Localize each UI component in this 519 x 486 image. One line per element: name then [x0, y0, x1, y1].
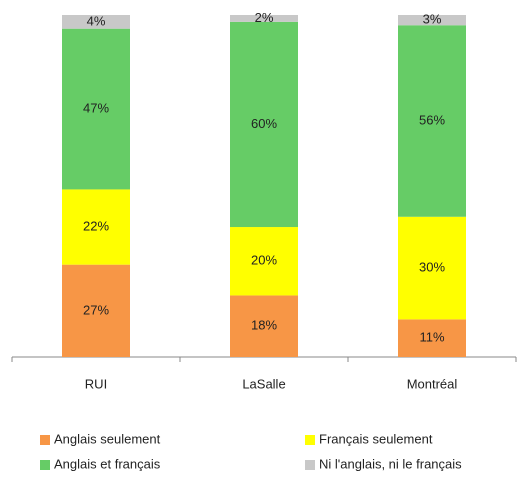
data-label: 20% — [251, 253, 277, 268]
bar-segment — [230, 21, 298, 228]
legend-swatch — [40, 435, 50, 445]
bar-segment — [230, 227, 298, 296]
data-label: 56% — [419, 112, 445, 127]
data-label: 30% — [419, 260, 445, 275]
bar-segment — [230, 295, 298, 357]
data-label: 4% — [87, 13, 106, 28]
data-label: 3% — [423, 12, 442, 27]
bar-segment — [62, 189, 130, 265]
bar-segment — [398, 25, 466, 217]
bar-segment — [62, 28, 130, 190]
x-tick-label: LaSalle — [242, 376, 285, 391]
legend-label: Anglais et français — [54, 456, 161, 471]
x-tick-label: RUI — [85, 376, 107, 391]
data-label: 11% — [419, 330, 444, 345]
data-label: 60% — [251, 116, 277, 131]
bar-segment — [230, 15, 298, 22]
data-label: 27% — [83, 302, 109, 317]
legend-swatch — [40, 460, 50, 470]
data-label: 22% — [83, 218, 109, 233]
data-label: 47% — [83, 100, 109, 115]
data-label: 2% — [255, 10, 274, 25]
legend-swatch — [305, 460, 315, 470]
bar-segment — [62, 264, 130, 357]
bar-segment — [62, 15, 130, 29]
legend-label: Anglais seulement — [54, 431, 161, 446]
bar-segment — [398, 319, 466, 357]
data-label: 18% — [251, 318, 277, 333]
legend-swatch — [305, 435, 315, 445]
bar-segment — [398, 216, 466, 320]
legend-label: Français seulement — [319, 431, 433, 446]
x-tick-label: Montréal — [407, 376, 458, 391]
bar-segment — [398, 15, 466, 26]
legend-label: Ni l'anglais, ni le français — [319, 456, 462, 471]
